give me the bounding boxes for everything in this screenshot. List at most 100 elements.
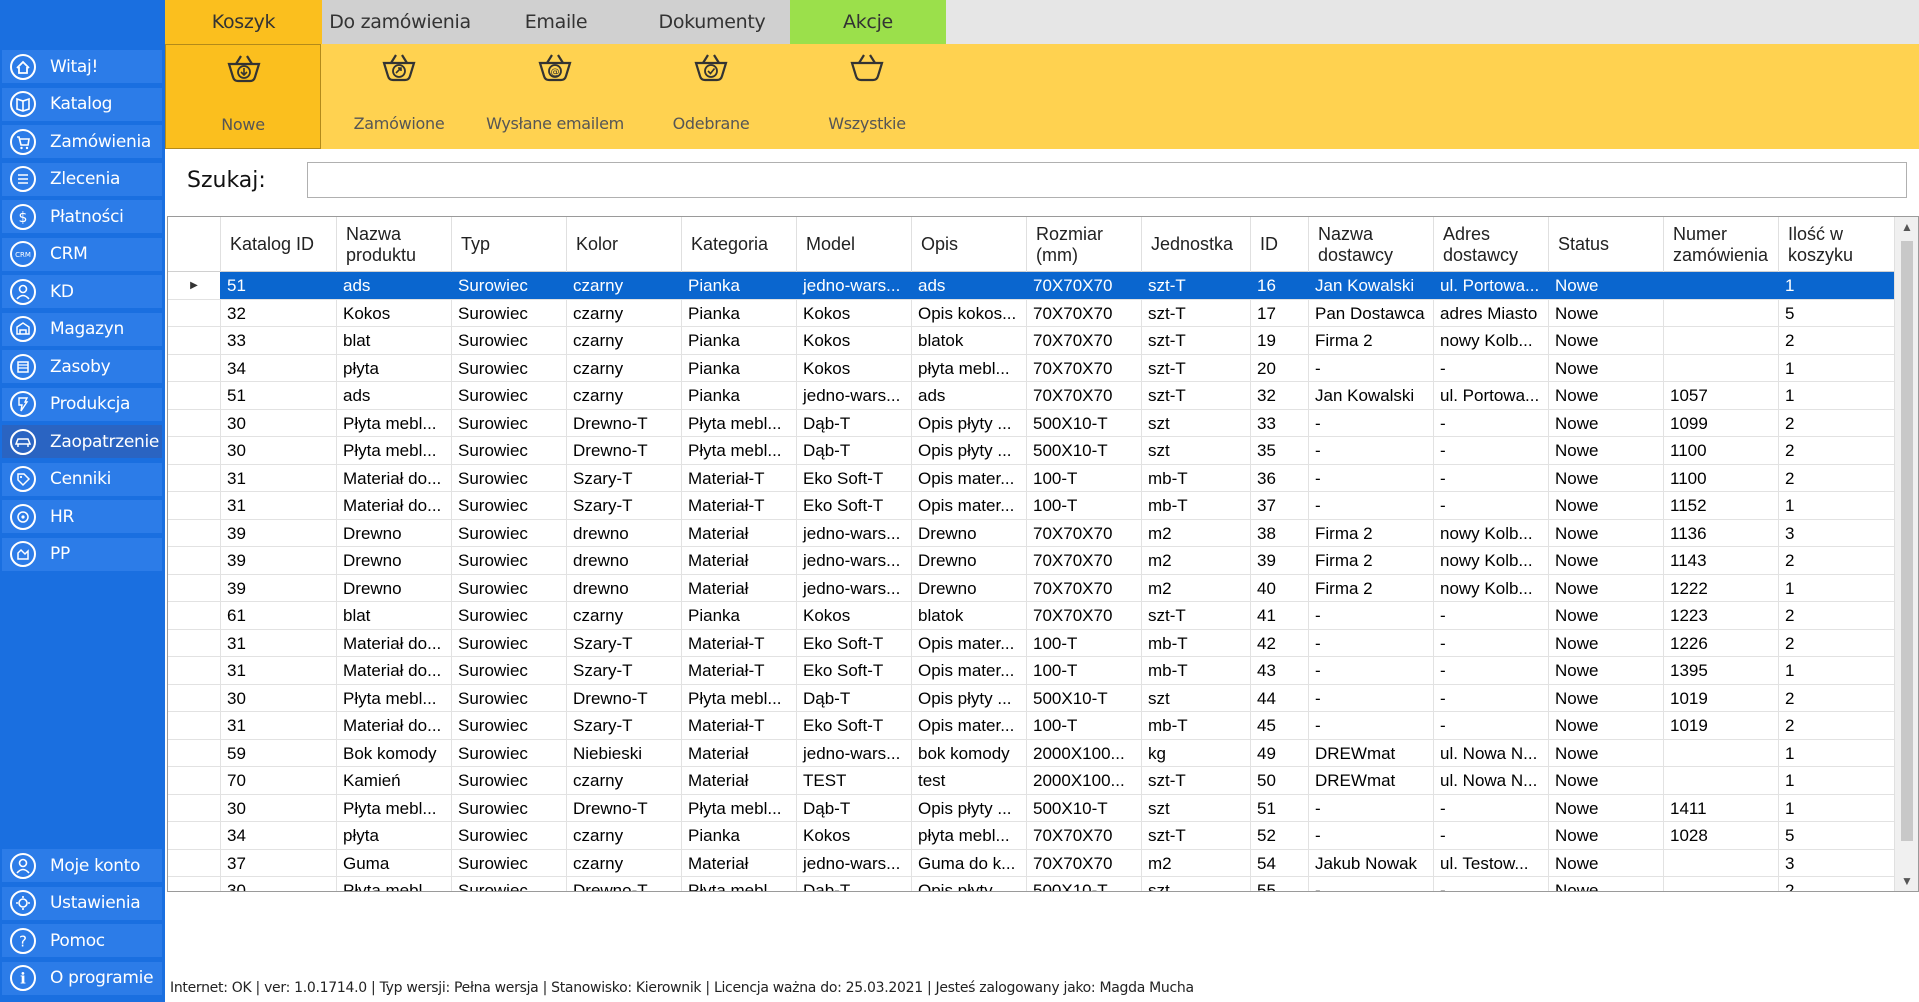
- table-cell: nowy Kolb...: [1434, 574, 1549, 601]
- table-row[interactable]: 51 ads Surowiec czarny Pianka jedno-wars... ad…: [168, 382, 1895, 410]
- row-selector[interactable]: [168, 409, 221, 436]
- sidebar-item-zlecenia[interactable]: Zlecenia: [2, 162, 162, 196]
- table-row[interactable]: 39 Drewno Surowiec drewno Materiał jedno-wars…: [168, 574, 1895, 602]
- filter-wyslane-emailem-button[interactable]: @ Wysłane emailem: [477, 44, 633, 149]
- table-row[interactable]: 30 Płyta mebl... Surowiec Drewno-T Płyta meb…: [168, 409, 1895, 437]
- column-header[interactable]: Typ: [452, 217, 567, 272]
- sidebar-item-cenniki[interactable]: Cenniki: [2, 462, 162, 496]
- table-row[interactable]: 39 Drewno Surowiec drewno Materiał jedno-wars…: [168, 519, 1895, 547]
- column-header[interactable]: Opis: [912, 217, 1027, 272]
- tab-akcje[interactable]: Akcje: [790, 0, 946, 44]
- sidebar-item-magazyn[interactable]: Magazyn: [2, 312, 162, 346]
- sidebar-item-moje-konto[interactable]: Moje konto: [2, 849, 162, 882]
- scroll-down-icon[interactable]: ▼: [1901, 874, 1913, 888]
- row-selector[interactable]: [168, 437, 221, 464]
- basket-new-icon: [227, 55, 261, 83]
- row-selector[interactable]: [168, 739, 221, 766]
- tab-do-zamowienia[interactable]: Do zamówienia: [322, 0, 478, 44]
- row-selector[interactable]: [168, 602, 221, 629]
- sidebar-item-pomoc[interactable]: ? Pomoc: [2, 924, 162, 957]
- column-header[interactable]: Status: [1549, 217, 1664, 272]
- sidebar-item-pp[interactable]: PP: [2, 537, 162, 571]
- sidebar-item-produkcja[interactable]: Produkcja: [2, 387, 162, 421]
- table-cell: Nowe: [1549, 712, 1664, 739]
- row-selector[interactable]: [168, 684, 221, 711]
- sidebar-item-platnosci[interactable]: $ Płatności: [2, 200, 162, 233]
- column-header[interactable]: Rozmiar (mm): [1027, 217, 1142, 272]
- column-header[interactable]: Kolor: [567, 217, 682, 272]
- table-row[interactable]: 31 Materiał do... Surowiec Szary-T Materiał-…: [168, 629, 1895, 657]
- row-selector[interactable]: [168, 547, 221, 574]
- row-selector[interactable]: [168, 327, 221, 354]
- filter-nowe-button[interactable]: Nowe: [165, 44, 321, 149]
- column-header[interactable]: Kategoria: [682, 217, 797, 272]
- tab-dokumenty[interactable]: Dokumenty: [634, 0, 790, 44]
- table-row[interactable]: 30 Płyta mebl... Surowiec Drewno-T Płyta meb…: [168, 877, 1895, 891]
- row-selector[interactable]: [168, 354, 221, 381]
- table-row[interactable]: 34 płyta Surowiec czarny Pianka Kokos płyta me…: [168, 822, 1895, 850]
- table-row[interactable]: 39 Drewno Surowiec drewno Materiał jedno-wars…: [168, 547, 1895, 575]
- tab-koszyk[interactable]: Koszyk: [165, 0, 322, 44]
- row-selector[interactable]: [168, 629, 221, 656]
- column-header[interactable]: ID: [1251, 217, 1309, 272]
- table-row[interactable]: 33 blat Surowiec czarny Pianka Kokos blatok 70X…: [168, 327, 1895, 355]
- row-selector[interactable]: [168, 492, 221, 519]
- sidebar-item-zasoby[interactable]: Zasoby: [2, 350, 162, 383]
- scrollbar-thumb[interactable]: [1901, 241, 1913, 841]
- sidebar-item-kd[interactable]: KD: [2, 275, 162, 308]
- row-selector[interactable]: [168, 382, 221, 409]
- table-row[interactable]: 31 Materiał do... Surowiec Szary-T Materiał-…: [168, 712, 1895, 740]
- table-row[interactable]: 31 Materiał do... Surowiec Szary-T Materiał-…: [168, 657, 1895, 685]
- column-header[interactable]: Jednostka: [1142, 217, 1251, 272]
- row-selector[interactable]: [168, 299, 221, 326]
- row-selector[interactable]: [168, 877, 221, 891]
- column-header[interactable]: Model: [797, 217, 912, 272]
- filter-zamowione-button[interactable]: Zamówione: [321, 44, 477, 149]
- row-selector[interactable]: [168, 767, 221, 794]
- table-row[interactable]: 34 płyta Surowiec czarny Pianka Kokos płyta me…: [168, 354, 1895, 382]
- table-row[interactable]: 31 Materiał do... Surowiec Szary-T Materiał-…: [168, 464, 1895, 492]
- sidebar-item-zamowienia[interactable]: Zamówienia: [2, 125, 162, 158]
- table-row[interactable]: ▶ 51 ads Surowiec czarny Pianka jedno-wars... a…: [168, 272, 1895, 300]
- row-selector[interactable]: [168, 822, 221, 849]
- table-row[interactable]: 59 Bok komody Surowiec Niebieski Materiał jed…: [168, 739, 1895, 767]
- table-row[interactable]: 30 Płyta mebl... Surowiec Drewno-T Płyta meb…: [168, 437, 1895, 465]
- row-selector[interactable]: [168, 657, 221, 684]
- sidebar-item-hr[interactable]: HR: [2, 500, 162, 533]
- row-selector[interactable]: [168, 519, 221, 546]
- column-header[interactable]: Katalog ID: [221, 217, 337, 272]
- table-row[interactable]: 70 Kamień Surowiec czarny Materiał TEST test 20…: [168, 767, 1895, 795]
- table-cell: Materiał do...: [337, 712, 452, 739]
- column-header[interactable]: Numer zamówienia: [1664, 217, 1779, 272]
- column-header[interactable]: Nazwa produktu: [337, 217, 452, 272]
- row-selector[interactable]: [168, 574, 221, 601]
- vertical-scrollbar[interactable]: ▲ ▼: [1894, 217, 1918, 891]
- table-row[interactable]: 37 Guma Surowiec czarny Materiał jedno-wars..…: [168, 849, 1895, 877]
- sidebar-item-o-programie[interactable]: i O programie: [2, 961, 162, 995]
- sidebar-item-crm[interactable]: CRM CRM: [2, 237, 162, 271]
- filter-odebrane-button[interactable]: Odebrane: [633, 44, 789, 149]
- sidebar-item-ustawienia[interactable]: Ustawienia: [2, 886, 162, 920]
- row-selector[interactable]: [168, 464, 221, 491]
- scroll-up-icon[interactable]: ▲: [1901, 220, 1913, 234]
- table-row[interactable]: 32 Kokos Surowiec czarny Pianka Kokos Opis kok…: [168, 299, 1895, 327]
- table-row[interactable]: 31 Materiał do... Surowiec Szary-T Materiał-…: [168, 492, 1895, 520]
- row-selector[interactable]: [168, 849, 221, 876]
- table-row[interactable]: 61 blat Surowiec czarny Pianka Kokos blatok 70X…: [168, 602, 1895, 630]
- column-header[interactable]: Adres dostawcy: [1434, 217, 1549, 272]
- table-row[interactable]: 30 Płyta mebl... Surowiec Drewno-T Płyta meb…: [168, 794, 1895, 822]
- table-row[interactable]: 30 Płyta mebl... Surowiec Drewno-T Płyta meb…: [168, 684, 1895, 712]
- tab-emaile[interactable]: Emaile: [478, 0, 634, 44]
- list-icon: [8, 164, 38, 194]
- table-cell: -: [1309, 712, 1434, 739]
- column-header[interactable]: Nazwa dostawcy: [1309, 217, 1434, 272]
- row-selector[interactable]: ▶: [168, 272, 221, 299]
- search-input[interactable]: [307, 162, 1907, 198]
- row-selector[interactable]: [168, 794, 221, 821]
- sidebar-item-zaopatrzenie[interactable]: Zaopatrzenie: [2, 425, 162, 458]
- sidebar-item-witaj[interactable]: Witaj!: [2, 50, 162, 83]
- filter-wszystkie-button[interactable]: Wszystkie: [789, 44, 945, 149]
- column-header[interactable]: Ilość w koszyku: [1779, 217, 1895, 272]
- row-selector[interactable]: [168, 712, 221, 739]
- sidebar-item-katalog[interactable]: Katalog: [2, 87, 162, 121]
